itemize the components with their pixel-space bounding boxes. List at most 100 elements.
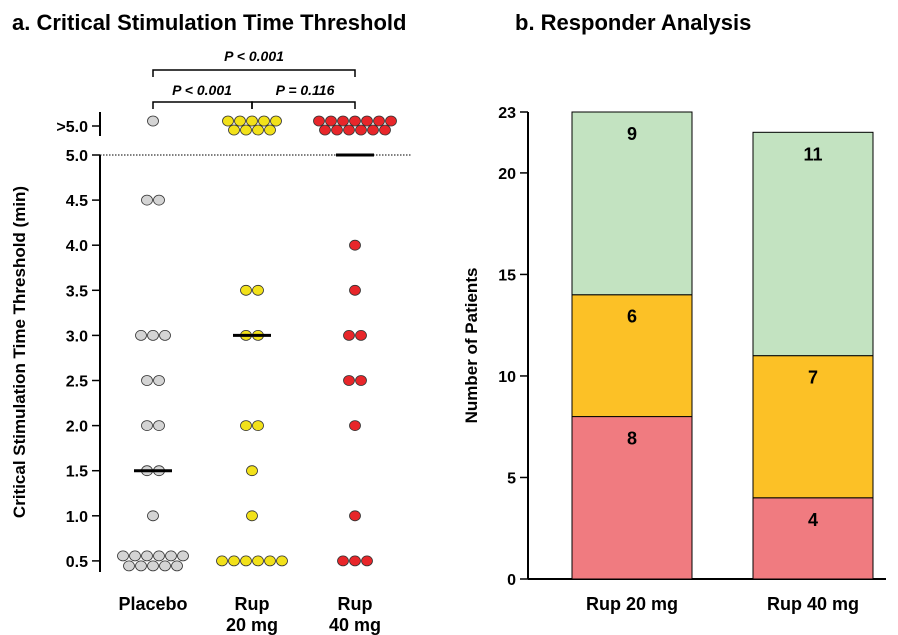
panel-a-points xyxy=(117,115,397,572)
panel-a-y-tick-label: 1.0 xyxy=(66,509,88,526)
panel-a-y-tick-label: 2.5 xyxy=(66,374,88,391)
panel-a-data-point xyxy=(141,420,153,432)
panel-a-y-tick-label: 1.5 xyxy=(66,464,88,481)
panel-b-segment-value-label: 4 xyxy=(808,510,818,530)
panel-a-data-point xyxy=(147,329,159,341)
panel-b-title: b. Responder Analysis xyxy=(515,10,751,35)
panel-a-data-point xyxy=(228,555,240,567)
panel-a-y-tick-label: 0.5 xyxy=(66,554,88,571)
panel-a-y-tick-label: 2.0 xyxy=(66,419,88,436)
panel-a-data-point xyxy=(252,284,264,296)
panel-a-data-point xyxy=(349,284,361,296)
panel-a-data-point xyxy=(270,115,282,127)
panel-a-data-point xyxy=(228,124,240,136)
panel-a-data-point xyxy=(349,420,361,432)
panel-a-data-point xyxy=(153,550,165,562)
panel-a-category-label: Rup xyxy=(235,594,270,614)
panel-a-comparison-bracket xyxy=(251,101,356,109)
panel-b-bar-segment xyxy=(571,111,693,296)
panel-a-data-point xyxy=(129,550,141,562)
panel-a-data-point xyxy=(349,510,361,522)
panel-a-data-point xyxy=(258,115,270,127)
panel-a-data-point xyxy=(349,555,361,567)
panel-a-data-point xyxy=(123,560,135,572)
panel-b-segment-value-label: 11 xyxy=(803,144,822,164)
panel-a-data-point xyxy=(355,124,367,136)
panel-a-y-tick-label: 3.5 xyxy=(66,283,88,300)
panel-b-y-ticks: 0 5 10 15 20 23 xyxy=(498,105,528,589)
panel-a-data-point xyxy=(240,284,252,296)
panel-b-categories: Rup 20 mg Rup 40 mg xyxy=(586,594,859,614)
panel-a-category-label-line2: 40 mg xyxy=(329,615,381,635)
panel-a-data-point xyxy=(252,555,264,567)
panel-a-data-point xyxy=(153,375,165,386)
panel-a-data-point xyxy=(276,555,288,567)
panel-a-data-point xyxy=(373,115,385,127)
panel-a-data-point xyxy=(171,560,183,572)
panel-a-data-point xyxy=(165,550,177,562)
panel-a-data-point xyxy=(240,555,252,567)
panel-a-data-point xyxy=(246,115,258,127)
panel-a-data-point xyxy=(349,239,361,251)
panel-a-data-point xyxy=(141,550,153,562)
panel-a-data-point xyxy=(367,124,379,136)
panel-a-data-point xyxy=(141,194,153,206)
panel-b-y-tick-label: 23 xyxy=(498,105,516,122)
panel-a-data-point xyxy=(343,329,355,341)
panel-a-category-label: Rup xyxy=(338,594,373,614)
panel-a-data-point xyxy=(246,510,258,522)
panel-a-category-label-line2: 20 mg xyxy=(226,615,278,635)
panel-a-p-value-label: P < 0.001 xyxy=(172,82,232,98)
panel-b-bar-segment xyxy=(752,497,874,580)
panel-a-data-point xyxy=(147,560,159,572)
panel-a-medians xyxy=(134,153,374,473)
panel-a-data-point xyxy=(240,124,252,136)
panel-a-data-point xyxy=(147,115,159,127)
panel-a-data-point xyxy=(337,115,349,127)
panel-a-p-value-label: P = 0.116 xyxy=(276,82,335,98)
panel-b-segment-value-label: 7 xyxy=(808,368,818,388)
panel-a-data-point xyxy=(117,550,129,562)
panel-a-scatter: a. Critical Stimulation Time Threshold C… xyxy=(10,10,412,635)
panel-a-data-point xyxy=(313,115,325,127)
panel-a-y-ticks: 0.5 1.0 1.5 2.0 2.5 3.0 3.5 4.0 4.5 5.0 >5.0 xyxy=(56,119,100,571)
panel-b-y-tick-label: 5 xyxy=(507,470,516,487)
panel-b-category-label: Rup 20 mg xyxy=(586,594,678,614)
panel-a-data-point xyxy=(159,329,171,341)
panel-a-y-tick-label: 3.0 xyxy=(66,328,88,345)
panel-a-data-point xyxy=(349,115,361,127)
panel-a-data-point xyxy=(355,329,367,341)
panel-b-segment-value-label: 9 xyxy=(627,124,637,144)
panel-a-data-point xyxy=(343,124,355,136)
panel-a-data-point xyxy=(385,115,397,127)
panel-a-y-tick-label: >5.0 xyxy=(56,119,88,136)
panel-a-comparison-bracket xyxy=(152,69,356,77)
panel-a-data-point xyxy=(361,115,373,127)
panel-a-y-tick-label: 5.0 xyxy=(66,148,88,165)
panel-b-y-tick-label: 10 xyxy=(498,369,516,386)
panel-a-data-point xyxy=(325,115,337,127)
panel-a-comparisons: P < 0.001 P < 0.001 P = 0.116 xyxy=(152,48,356,109)
panel-a-category-label: Placebo xyxy=(118,594,187,614)
panel-a-data-point xyxy=(153,420,165,432)
panel-a-data-point xyxy=(319,124,331,136)
panel-a-data-point xyxy=(153,194,165,206)
panel-a-data-point xyxy=(216,555,228,567)
panel-a-data-point xyxy=(264,124,276,136)
panel-b-y-tick-label: 0 xyxy=(507,572,516,589)
panel-b-y-tick-label: 20 xyxy=(498,166,516,183)
panel-b-bar-segment xyxy=(571,416,693,580)
panel-b-category-label: Rup 40 mg xyxy=(767,594,859,614)
panel-a-data-point xyxy=(252,124,264,136)
panel-a-data-point xyxy=(147,510,159,522)
panel-a-data-point xyxy=(222,115,234,127)
panel-a-data-point xyxy=(159,560,171,572)
panel-a-y-axis-label: Critical Stimulation Time Threshold (min… xyxy=(10,186,29,518)
panel-a-data-point xyxy=(177,550,189,562)
panel-b-segment-value-label: 8 xyxy=(627,429,637,449)
panel-a-data-point xyxy=(240,420,252,432)
panel-a-p-value-label: P < 0.001 xyxy=(224,48,284,64)
panel-b-segment-value-label: 6 xyxy=(627,307,637,327)
panel-a-data-point xyxy=(252,420,264,432)
